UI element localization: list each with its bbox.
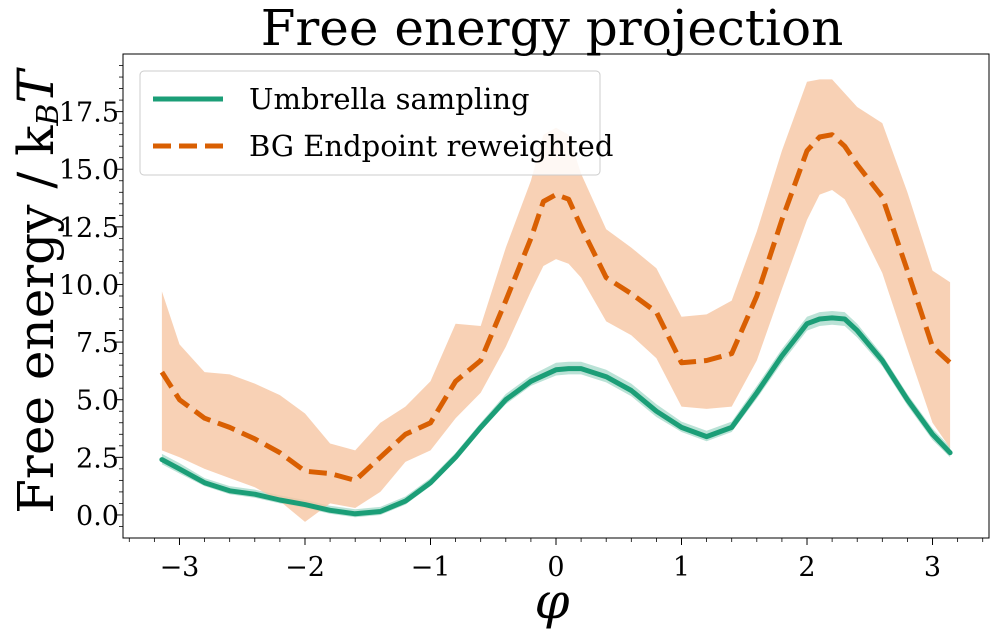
legend-label-bg-endpoint: BG Endpoint reweighted	[249, 129, 613, 163]
line-bg-endpoint	[159, 132, 952, 483]
chart-title: Free energy projection	[261, 0, 844, 57]
x-axis-ticks: −3 −2 −1 0 1 2 3	[128, 538, 984, 583]
x-tick-label: 3	[924, 552, 941, 583]
x-tick-label: 0	[547, 552, 564, 583]
x-axis-label: φ	[534, 572, 569, 630]
y-tick-label: 12.5	[59, 213, 119, 244]
y-tick-label: 7.5	[76, 328, 119, 359]
y-tick-label: 15.0	[59, 155, 119, 186]
y-tick-label: 5.0	[76, 386, 119, 417]
y-axis-label-main: Free energy / k	[7, 125, 65, 514]
x-tick-label: −2	[285, 552, 325, 583]
y-axis-ticks: 0.0 2.5 5.0 7.5 10.0 12.5 15.0 17.5	[59, 65, 123, 532]
y-tick-label: 10.0	[59, 270, 119, 301]
y-axis-label-subscript: B	[31, 104, 66, 127]
legend-label-umbrella: Umbrella sampling	[249, 82, 530, 116]
y-axis-label-tail: T	[7, 67, 65, 104]
y-tick-label: 0.0	[76, 501, 119, 532]
legend-box	[139, 70, 601, 176]
x-tick-label: −3	[160, 552, 200, 583]
x-tick-label: 1	[673, 552, 690, 583]
legend: Umbrella sampling BG Endpoint reweighted	[139, 70, 613, 176]
series-lines	[159, 132, 953, 517]
y-axis-label: Free energy / kBT	[7, 67, 66, 514]
y-tick-label: 17.5	[59, 98, 119, 129]
line-umbrella	[159, 315, 953, 517]
y-tick-label: 2.5	[76, 443, 119, 474]
x-tick-label: 2	[798, 552, 815, 583]
x-tick-label: −1	[411, 552, 451, 583]
